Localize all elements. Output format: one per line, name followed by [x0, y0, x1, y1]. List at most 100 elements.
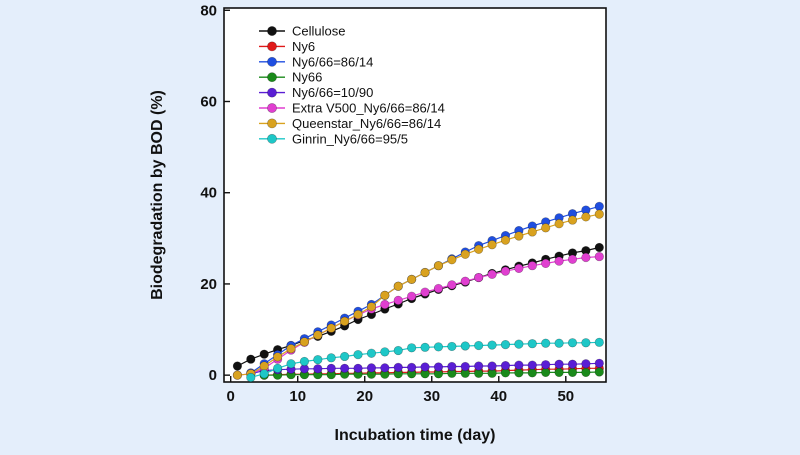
- data-point: [353, 363, 363, 373]
- legend-marker: [267, 87, 277, 98]
- data-point: [326, 363, 336, 373]
- legend-marker: [267, 72, 277, 83]
- data-point: [514, 339, 524, 349]
- data-point: [594, 251, 604, 262]
- data-point: [340, 351, 350, 362]
- data-point: [366, 302, 377, 312]
- data-point: [527, 227, 537, 237]
- data-point: [313, 355, 323, 365]
- data-point: [326, 353, 336, 363]
- y-tick-label: 40: [200, 185, 217, 202]
- data-point: [246, 354, 256, 364]
- legend-label: Ny6/66=10/90: [292, 85, 373, 100]
- data-point: [447, 255, 457, 265]
- data-point: [541, 258, 551, 269]
- data-point: [433, 342, 444, 352]
- data-point: [581, 212, 591, 222]
- data-point: [340, 316, 350, 326]
- data-point: [366, 348, 377, 358]
- data-point: [353, 350, 363, 360]
- data-point: [487, 361, 497, 371]
- legend-marker: [267, 41, 277, 52]
- data-point: [541, 338, 551, 348]
- data-point: [541, 367, 551, 378]
- data-point: [581, 338, 591, 348]
- data-point: [474, 244, 484, 254]
- data-point: [500, 360, 511, 371]
- data-point: [514, 231, 524, 241]
- series-line: [237, 213, 600, 376]
- data-point: [487, 269, 497, 279]
- data-point: [594, 242, 604, 253]
- data-point: [259, 349, 269, 359]
- data-point: [567, 215, 578, 225]
- data-point: [554, 256, 564, 266]
- legend-marker: [267, 133, 277, 144]
- data-point: [514, 360, 524, 370]
- data-point: [433, 283, 444, 294]
- legend-label: Extra V500_Ny6/66=86/14: [292, 101, 445, 116]
- data-point: [554, 359, 564, 369]
- data-point: [554, 367, 564, 378]
- data-point: [460, 249, 470, 259]
- legend-marker: [267, 103, 277, 113]
- data-point: [541, 223, 551, 233]
- data-point: [380, 363, 390, 373]
- data-point: [460, 361, 470, 372]
- legend-marker: [267, 56, 277, 67]
- data-point: [500, 235, 511, 245]
- data-point: [326, 323, 336, 333]
- data-point: [273, 363, 283, 373]
- data-point: [366, 363, 377, 373]
- data-point: [554, 219, 564, 229]
- data-point: [567, 359, 578, 369]
- data-point: [514, 368, 524, 378]
- data-point: [460, 341, 470, 351]
- data-point: [407, 343, 417, 353]
- data-point: [527, 360, 537, 370]
- data-point: [487, 240, 497, 250]
- legend-label: Ny6: [292, 39, 315, 54]
- y-tick-label: 80: [200, 2, 217, 19]
- legend: CelluloseNy6Ny6/66=86/14Ny66Ny6/66=10/90…: [259, 24, 445, 146]
- y-tick-label: 60: [200, 94, 217, 111]
- x-tick-label: 10: [289, 388, 306, 405]
- series-layer: [232, 201, 604, 383]
- data-point: [393, 362, 403, 373]
- data-point: [433, 362, 444, 372]
- x-tick-label: 20: [356, 388, 373, 405]
- data-point: [299, 337, 310, 347]
- data-point: [259, 361, 269, 371]
- data-point: [460, 276, 470, 286]
- series-line: [237, 246, 600, 367]
- legend-item: Ny6/66=86/14: [259, 54, 373, 69]
- data-point: [407, 362, 417, 373]
- series-line: [237, 256, 600, 376]
- data-point: [594, 201, 604, 212]
- data-point: [447, 341, 457, 352]
- y-tick-label: 0: [209, 367, 217, 384]
- data-point: [594, 337, 604, 347]
- data-point: [232, 361, 243, 371]
- legend-marker: [267, 26, 277, 36]
- data-point: [353, 309, 363, 320]
- data-point: [567, 367, 578, 378]
- data-point: [447, 361, 457, 372]
- legend-item: Extra V500_Ny6/66=86/14: [259, 101, 445, 116]
- data-point: [474, 272, 484, 283]
- data-point: [393, 281, 403, 291]
- data-point: [581, 367, 591, 378]
- x-tick-label: 40: [490, 388, 507, 405]
- data-point: [433, 261, 444, 271]
- data-point: [541, 360, 551, 370]
- series-8: [246, 337, 604, 383]
- legend-item: Ny6/66=10/90: [259, 85, 373, 100]
- data-point: [420, 287, 430, 297]
- y-tick-label: 20: [200, 276, 217, 293]
- data-point: [246, 372, 256, 383]
- plot-area: [223, 7, 607, 383]
- data-point: [286, 359, 296, 369]
- data-point: [500, 266, 511, 276]
